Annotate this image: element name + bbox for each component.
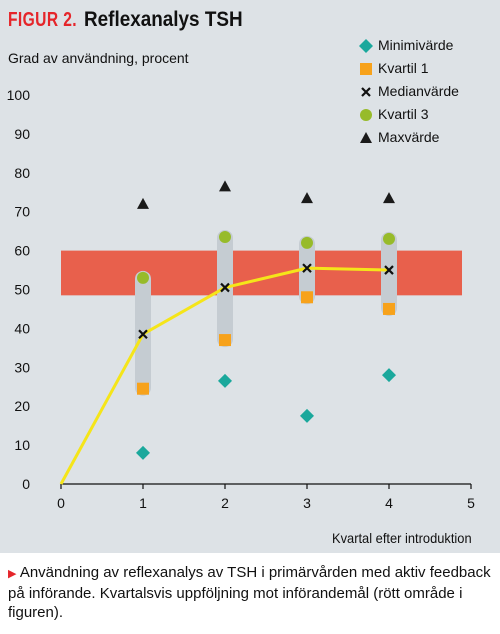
x-axis-label: Kvartal efter introduktion xyxy=(332,530,472,546)
quartile3-point xyxy=(219,230,231,243)
quartile3-point xyxy=(383,232,395,245)
y-tick-label: 40 xyxy=(14,320,30,336)
iqr-bar xyxy=(299,235,315,305)
y-tick-label: 80 xyxy=(14,165,30,181)
y-tick-label: 30 xyxy=(14,359,30,375)
maximum-point xyxy=(219,180,231,192)
quartile3-point xyxy=(137,271,149,284)
minimum-point xyxy=(218,373,232,388)
quartile1-point xyxy=(137,382,149,395)
y-tick-label: 70 xyxy=(14,204,30,220)
cross-icon xyxy=(361,87,371,97)
maximum-point xyxy=(383,192,395,204)
x-tick-label: 0 xyxy=(57,495,65,511)
y-tick-label: 100 xyxy=(7,87,31,103)
quartile3-point xyxy=(301,236,313,249)
legend-label: Minimivärde xyxy=(378,37,454,53)
triangle-icon xyxy=(360,132,372,143)
x-tick-label: 5 xyxy=(467,495,475,511)
y-tick-label: 50 xyxy=(14,282,30,298)
y-tick-label: 10 xyxy=(14,437,30,453)
square-icon xyxy=(360,63,372,75)
figure-caption: ▶ Användning av reflexanalys av TSH i pr… xyxy=(8,563,494,622)
caption-arrow-icon: ▶ xyxy=(8,568,17,580)
circle-icon xyxy=(360,109,372,121)
chart: 0 10 20 30 40 50 60 70 80 90 100 0 1 2 3 4 5 xyxy=(7,87,475,511)
minimum-point xyxy=(382,368,396,383)
median-point xyxy=(220,282,230,293)
legend-label: Kvartil 1 xyxy=(378,60,429,76)
y-tick-label: 90 xyxy=(14,126,30,142)
legend-label: Kvartil 3 xyxy=(378,106,429,122)
quartile1-point xyxy=(301,291,313,304)
target-band xyxy=(61,250,462,296)
iqr-bar xyxy=(381,231,397,316)
maximum-point xyxy=(301,192,313,204)
maximum-point xyxy=(137,197,149,209)
diamond-icon xyxy=(359,39,373,53)
median-point xyxy=(302,263,312,273)
figure-panel: 0 10 20 30 40 50 60 70 80 90 100 0 1 2 3 4 5 FIGUR 2. Re… xyxy=(0,0,500,553)
legend-label: Medianvärde xyxy=(378,83,459,99)
x-tick-label: 3 xyxy=(303,495,311,511)
x-tick-label: 2 xyxy=(221,495,229,511)
minimum-point xyxy=(300,408,314,423)
median-point xyxy=(138,329,148,340)
minimum-point xyxy=(136,445,150,460)
x-tick-label: 4 xyxy=(385,495,393,511)
median-point xyxy=(384,265,394,275)
legend-label: Maxvärde xyxy=(378,129,440,145)
x-tick-label: 1 xyxy=(139,495,147,511)
quartile1-point xyxy=(219,334,231,347)
figure-label: FIGUR 2. xyxy=(8,9,77,31)
y-tick-label: 20 xyxy=(14,398,30,414)
y-axis-label: Grad av användning, procent xyxy=(8,50,189,66)
quartile1-point xyxy=(383,302,395,315)
y-tick-label: 60 xyxy=(14,243,30,259)
y-tick-label: 0 xyxy=(22,476,30,492)
caption-text: Användning av reflexanalys av TSH i prim… xyxy=(8,564,491,621)
figure-title: Reflexanalys TSH xyxy=(84,8,243,31)
